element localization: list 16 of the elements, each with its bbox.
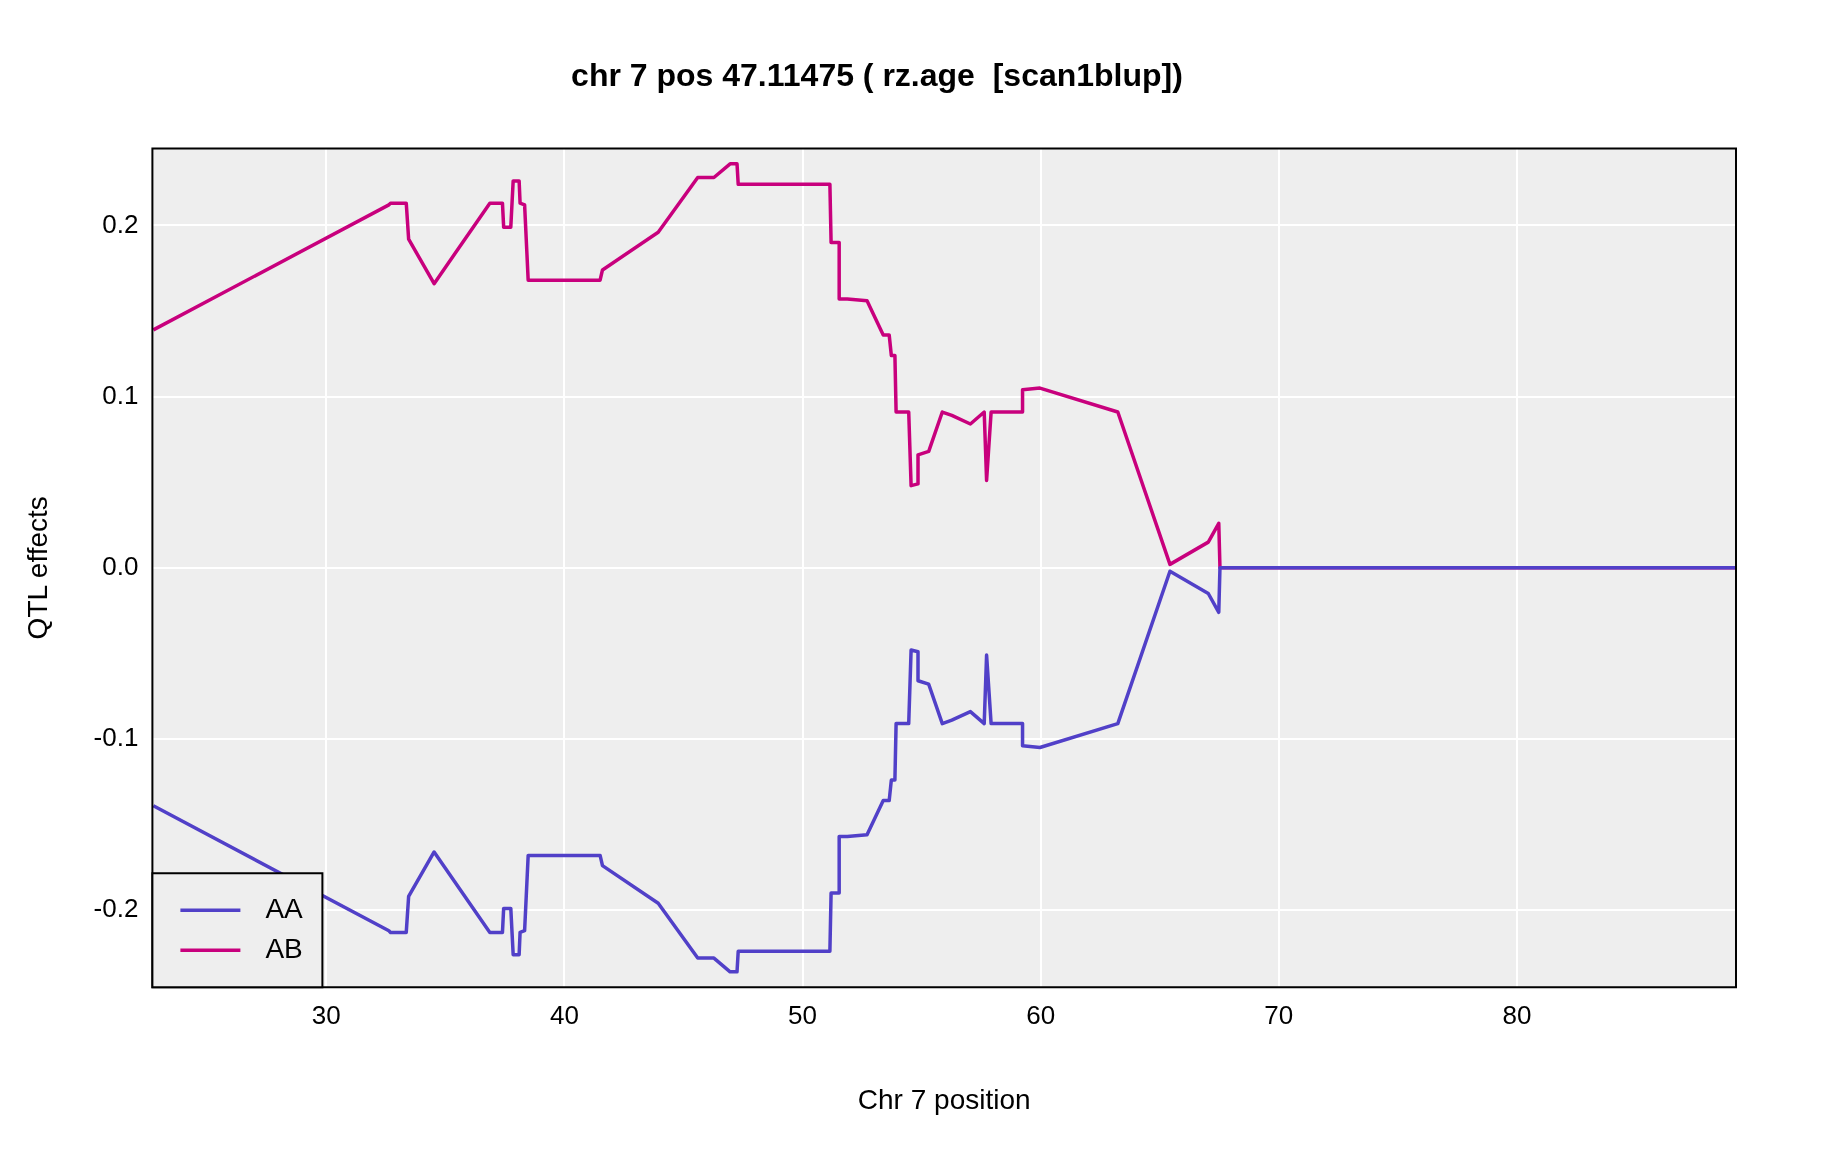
x-tick-label: 60 [1026,999,1056,1030]
x-tick-label: 70 [1264,999,1294,1030]
x-tick-label: 40 [549,999,579,1030]
y-tick-label: 0.1 [102,379,139,410]
chart-title: chr 7 pos 47.11475 ( rz.age [scan1blup]) [571,57,1183,94]
x-tick-label: 80 [1502,999,1532,1030]
y-tick-label: 0.0 [102,550,139,581]
y-tick-label: -0.2 [93,893,139,924]
x-tick-label: 50 [788,999,817,1030]
y-tick-label: -0.1 [93,722,139,753]
y-tick-label: 0.2 [102,208,139,239]
y-axis-title: QTL effects [21,496,53,640]
legend-label: AA [265,892,304,924]
legend-label: AB [265,932,303,964]
x-axis-title: Chr 7 position [857,1083,1031,1115]
x-tick-label: 30 [311,999,341,1030]
